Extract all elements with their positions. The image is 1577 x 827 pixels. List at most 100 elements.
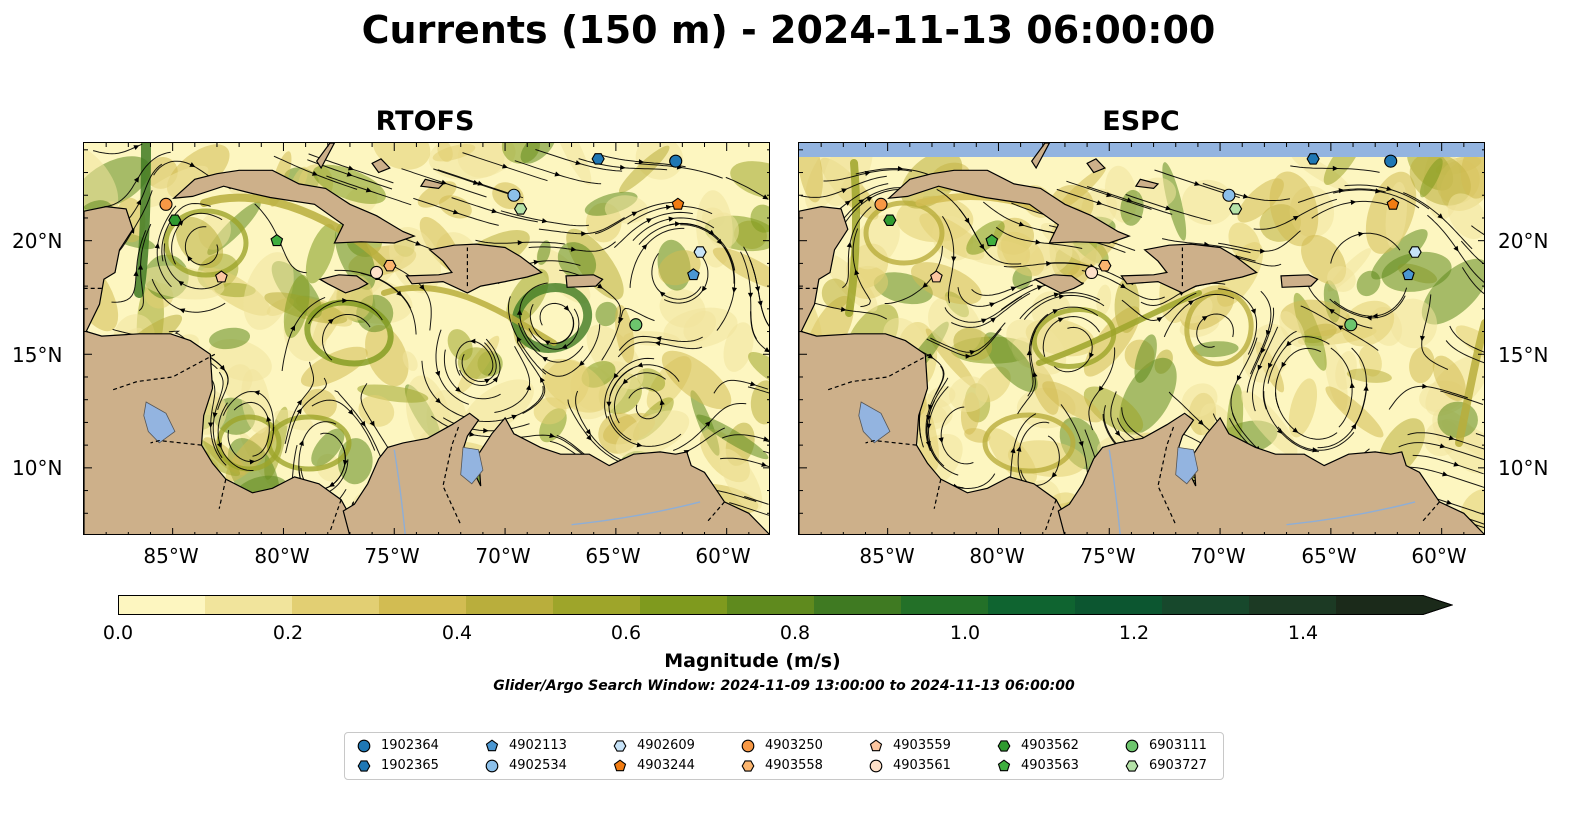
river <box>393 449 406 534</box>
legend-marker-1902365 <box>357 759 371 772</box>
legend-item: 4903250 <box>741 738 823 753</box>
landmass-puertoRico <box>565 274 604 288</box>
legend-marker-4903559 <box>869 739 883 751</box>
country-border <box>706 501 725 523</box>
float-marker-1902364 <box>1384 154 1398 168</box>
float-marker-4903562 <box>168 214 182 226</box>
float-marker-4902113 <box>1402 268 1415 281</box>
marker-icon <box>741 759 755 772</box>
legend-marker-4902113 <box>485 739 499 751</box>
y-tick-label: 10°N <box>1498 456 1549 480</box>
colorbar-gradient <box>117 595 1454 620</box>
x-tick-label: 65°W <box>585 544 641 568</box>
legend-label: 4903563 <box>1021 758 1079 773</box>
landmass-southAmerica <box>1057 412 1484 534</box>
country-border <box>1044 499 1057 532</box>
float-marker-1902365 <box>1306 153 1320 165</box>
colorbar-segment <box>640 595 728 615</box>
colorbar-tick-label: 1.2 <box>1118 622 1150 644</box>
colorbar-segment <box>1249 595 1337 615</box>
x-tick-label: 75°W <box>1080 544 1136 568</box>
colorbar-tick-label: 0.4 <box>441 622 473 644</box>
marker-icon <box>869 759 883 772</box>
legend-marker-4902609 <box>613 739 627 752</box>
legend-item: 4903562 <box>997 738 1079 753</box>
legend-marker-4903562 <box>997 739 1011 752</box>
landmass-hispaniola <box>1120 243 1258 294</box>
marker-icon <box>357 739 371 752</box>
float-marker-4902609 <box>1408 246 1422 258</box>
x-tick-label: 60°W <box>1411 544 1467 568</box>
colorbar-tick-label: 0.8 <box>779 622 811 644</box>
y-tick-label: 20°N <box>1498 229 1549 253</box>
legend-label: 1902365 <box>381 758 439 773</box>
landmass-jamaica <box>1033 274 1084 294</box>
legend-item: 4903563 <box>997 758 1079 773</box>
country-border <box>150 439 202 446</box>
float-marker-4903562 <box>883 214 897 226</box>
rtofs-map <box>84 143 769 534</box>
legend-marker-4903244 <box>613 759 627 771</box>
legend-label: 4903244 <box>637 758 695 773</box>
colorbar-tick-label: 0.0 <box>102 622 134 644</box>
legend-item: 6903727 <box>1125 758 1207 773</box>
legend-marker-6903111 <box>1125 739 1139 752</box>
country-border <box>110 353 216 392</box>
float-marker-4903559 <box>215 270 228 283</box>
country-border <box>865 439 917 446</box>
float-marker-4903558 <box>383 259 397 272</box>
float-marker-4902609 <box>693 246 707 258</box>
lake <box>1175 446 1199 485</box>
colorbar-segment <box>814 595 902 615</box>
legend-marker-1902364 <box>357 739 371 752</box>
map-ticks <box>84 143 769 534</box>
float-legend: 1902364 1902365 4902113 4902534 4902609 … <box>344 732 1224 780</box>
colorbar-outline <box>118 595 1454 615</box>
legend-item: 4903558 <box>741 758 823 773</box>
colorbar-segment <box>1075 595 1163 615</box>
landmass-bahamas3 <box>1134 178 1160 190</box>
country-border <box>1421 501 1440 523</box>
float-marker-6903727 <box>1228 203 1243 215</box>
country-border <box>1157 426 1177 525</box>
landmass-jamaica <box>318 274 369 294</box>
country-border <box>825 353 931 392</box>
legend-item: 6903111 <box>1125 738 1207 753</box>
legend-marker-4903561 <box>869 759 883 772</box>
float-marker-4903561 <box>369 265 384 280</box>
map-panel-espc[interactable] <box>798 142 1485 535</box>
marker-icon <box>741 739 755 752</box>
landmass-cuba <box>172 169 416 244</box>
legend-item: 4902534 <box>485 758 567 773</box>
landmass-bahamas1 <box>315 143 336 170</box>
legend-marker-4903563 <box>997 759 1011 771</box>
x-tick-label: 70°W <box>1190 544 1246 568</box>
float-marker-1902365 <box>591 153 605 165</box>
colorbar-segment <box>205 595 293 615</box>
colorbar-segment <box>553 595 641 615</box>
float-markers <box>874 153 1422 332</box>
legend-label: 4902113 <box>509 738 567 753</box>
landmass-centralAmerica <box>799 205 1070 534</box>
colorbar-segment <box>379 595 467 615</box>
marker-icon <box>357 759 371 772</box>
map-panel-rtofs[interactable] <box>83 142 770 535</box>
colorbar-tick-label: 1.4 <box>1287 622 1319 644</box>
colorbar <box>117 595 1454 620</box>
x-tick-label: 65°W <box>1301 544 1357 568</box>
marker-icon <box>869 739 883 751</box>
legend-label: 4903562 <box>1021 738 1079 753</box>
legend-item: 4903244 <box>613 758 695 773</box>
country-border <box>329 499 342 532</box>
colorbar-segment <box>988 595 1076 615</box>
float-marker-4903244 <box>671 197 685 210</box>
marker-icon <box>485 759 499 772</box>
marker-icon <box>485 739 499 751</box>
landmass-hispaniola <box>405 243 543 294</box>
colorbar-segment <box>727 595 815 615</box>
float-marker-4903561 <box>1084 265 1099 280</box>
landmass-bahamas2 <box>371 158 391 174</box>
landmass-puertoRico <box>1280 274 1319 288</box>
marker-icon <box>1125 739 1139 752</box>
float-marker-4902113 <box>687 268 700 281</box>
